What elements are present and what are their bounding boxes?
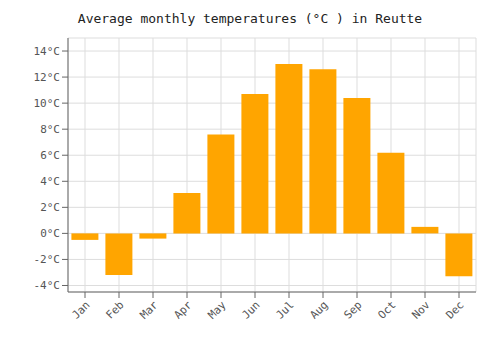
svg-text:2°C: 2°C <box>40 201 60 214</box>
svg-text:14°C: 14°C <box>34 45 61 58</box>
svg-text:Oct: Oct <box>375 298 398 321</box>
svg-text:Sep: Sep <box>341 298 364 321</box>
svg-text:Apr: Apr <box>171 298 195 322</box>
svg-text:-2°C: -2°C <box>34 253 61 266</box>
svg-text:Jun: Jun <box>239 298 262 321</box>
svg-text:Nov: Nov <box>409 298 433 322</box>
svg-text:May: May <box>205 298 229 322</box>
svg-text:4°C: 4°C <box>40 175 60 188</box>
svg-text:Dec: Dec <box>443 298 466 321</box>
svg-text:10°C: 10°C <box>34 97 61 110</box>
svg-text:Aug: Aug <box>307 298 330 321</box>
html-text:Average monthly temperatures (: Average monthly temperatures (°C ) in Re… <box>77 11 423 26</box>
svg-text:Mar: Mar <box>137 298 161 322</box>
svg-text:8°C: 8°C <box>40 123 60 136</box>
svg-text:12°C: 12°C <box>34 71 61 84</box>
svg-text:Feb: Feb <box>103 298 126 321</box>
svg-text:-4°C: -4°C <box>34 279 61 292</box>
svg-text:0°C: 0°C <box>40 227 60 240</box>
svg-text:Jul: Jul <box>273 298 296 321</box>
svg-text:Jan: Jan <box>69 298 92 321</box>
svg-text:6°C: 6°C <box>40 149 60 162</box>
